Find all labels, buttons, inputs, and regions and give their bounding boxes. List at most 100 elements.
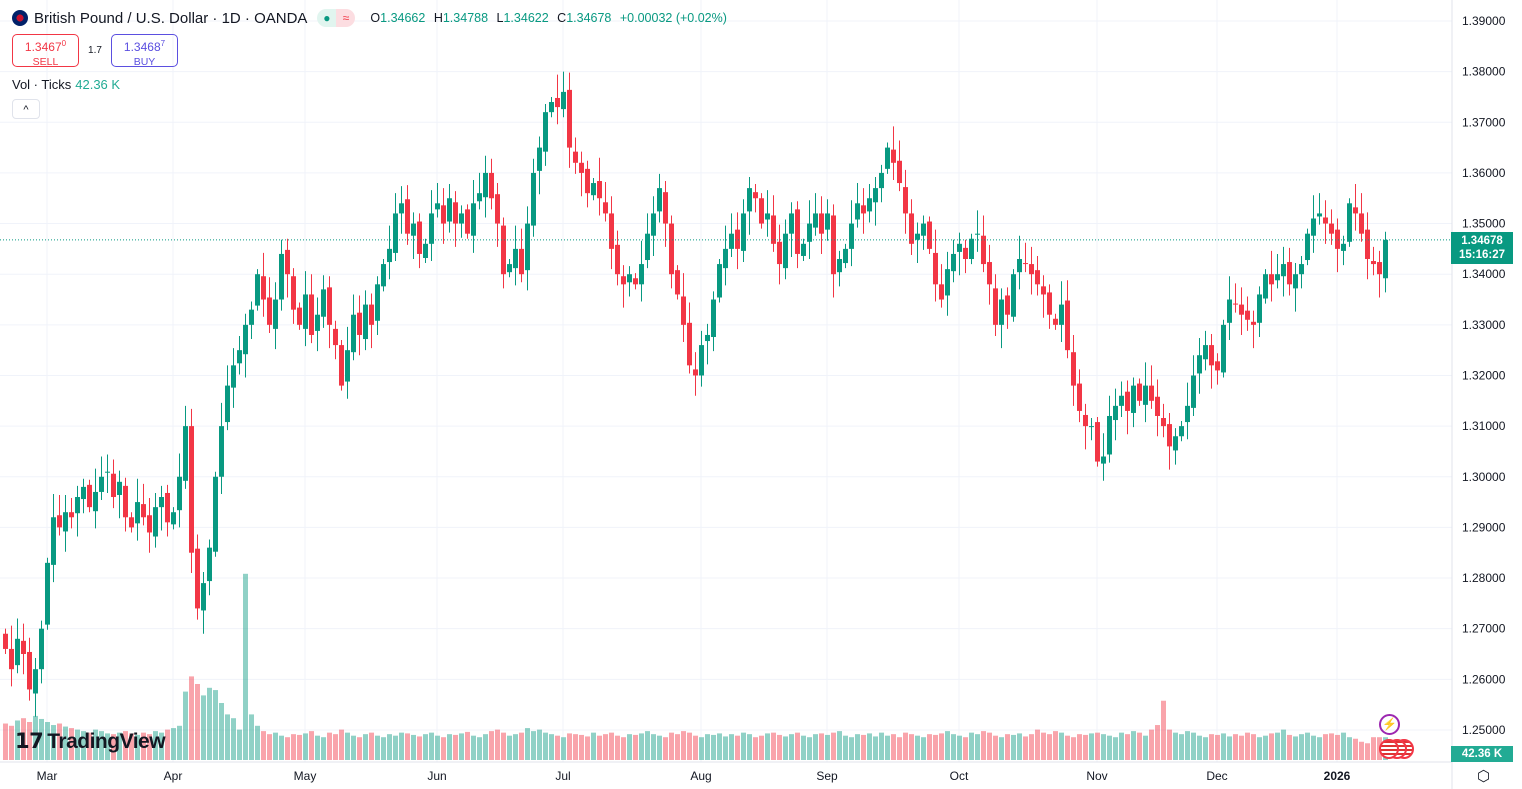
lightning-event-icon[interactable]: ⚡ — [1379, 714, 1400, 735]
price-tick-label: 1.28000 — [1462, 571, 1506, 585]
candle-body — [957, 243, 962, 252]
volume-bar — [777, 734, 782, 760]
volume-bar — [279, 735, 284, 760]
volume-bar — [1347, 737, 1352, 760]
candle-body — [645, 233, 650, 261]
volume-bar — [759, 735, 764, 760]
candle-body — [621, 276, 626, 285]
volume-bar — [843, 735, 848, 760]
candle-body — [1311, 218, 1316, 236]
volume-legend[interactable]: Vol · Ticks 42.36 K — [12, 77, 120, 92]
candle-body — [723, 248, 728, 269]
volume-bar — [1191, 732, 1196, 760]
volume-bar — [1305, 732, 1310, 760]
candle-body — [1287, 262, 1292, 285]
candle-body — [1221, 324, 1226, 373]
candle-body — [93, 491, 98, 512]
symbol-title[interactable]: British Pound / U.S. Dollar · 1D · OANDA — [34, 9, 308, 27]
candle-body — [981, 235, 986, 265]
sell-button[interactable]: 1.34670 SELL — [12, 34, 79, 68]
volume-bar — [81, 731, 86, 760]
candle-body — [825, 213, 830, 230]
candle-body — [927, 221, 932, 249]
volume-bar — [621, 737, 626, 760]
logo-text: TradingView — [47, 729, 166, 753]
candle-body — [909, 213, 914, 244]
volume-bar — [405, 733, 410, 760]
candle-body — [453, 202, 458, 224]
candle-body — [165, 492, 170, 523]
volume-bar — [1221, 733, 1226, 760]
candle-body — [897, 160, 902, 184]
candle-body — [1341, 243, 1346, 251]
candle-body — [555, 97, 560, 108]
time-tick-label: Oct — [950, 769, 969, 783]
candle-body — [1353, 207, 1358, 214]
volume-bar — [1059, 732, 1064, 760]
volume-bar — [639, 733, 644, 760]
volume-bar — [1209, 734, 1214, 760]
volume-bar — [207, 687, 212, 760]
volume-bar — [603, 734, 608, 760]
candle-body — [369, 304, 374, 325]
tradingview-logo[interactable]: 𝟭𝟳 TradingView — [15, 729, 166, 754]
candle-body — [219, 426, 224, 477]
volume-bar — [399, 732, 404, 760]
volume-bar — [519, 732, 524, 760]
collapse-legend-button[interactable]: ^ — [12, 99, 40, 119]
buy-button[interactable]: 1.34687 BUY — [111, 34, 178, 68]
volume-bar — [1053, 731, 1058, 760]
volume-bar — [147, 734, 152, 760]
volume-bar — [633, 734, 638, 760]
volume-bar — [267, 734, 272, 760]
candle-body — [183, 426, 188, 481]
status-pill[interactable]: ● ≈ — [317, 9, 356, 27]
last-price: 1.34678 — [1461, 235, 1503, 247]
candle-body — [915, 233, 920, 240]
time-tick-label: 2026 — [1324, 769, 1351, 783]
settings-icon[interactable]: ⬡ — [1477, 768, 1491, 785]
us-event-icon[interactable] — [1379, 739, 1399, 759]
candle-body — [903, 187, 908, 214]
volume-bar — [1287, 734, 1292, 760]
candle-body — [75, 497, 80, 514]
volume-bar — [669, 732, 674, 760]
price-tick-label: 1.39000 — [1462, 14, 1506, 28]
volume-bar — [1371, 737, 1376, 760]
volume-bar — [1089, 733, 1094, 760]
volume-bar — [861, 734, 866, 760]
high-value: 1.34788 — [442, 11, 489, 25]
open-label: O — [370, 11, 381, 25]
candle-body — [249, 309, 254, 325]
volume-bar — [705, 734, 710, 760]
volume-bar — [921, 737, 926, 760]
candle-body — [45, 562, 50, 625]
volume-bar — [1167, 729, 1172, 760]
time-tick-label: Jul — [555, 769, 570, 783]
buy-price: 1.3468 — [123, 40, 161, 54]
candle-body — [1335, 229, 1340, 249]
volume-bar — [615, 735, 620, 760]
volume-bar — [189, 676, 194, 760]
volume-bar — [1047, 734, 1052, 760]
candle-body — [387, 248, 392, 263]
volume-bar — [1125, 734, 1130, 760]
volume-bar — [993, 735, 998, 760]
candle-body — [1185, 405, 1190, 423]
volume-bar — [909, 734, 914, 760]
volume-bar — [15, 720, 20, 760]
volume-bar — [1161, 700, 1166, 760]
volume-bar — [87, 732, 92, 760]
volume-bar — [957, 735, 962, 760]
candles — [0, 71, 1452, 717]
candle-body — [507, 264, 512, 273]
candle-body — [1167, 424, 1172, 447]
volume-bar — [1065, 735, 1070, 760]
volume-bar — [1119, 732, 1124, 760]
volume-bar — [21, 718, 26, 760]
volume-bar — [1113, 737, 1118, 760]
volume-bar — [525, 728, 530, 760]
candle-body — [939, 284, 944, 300]
candle-body — [1071, 352, 1076, 386]
